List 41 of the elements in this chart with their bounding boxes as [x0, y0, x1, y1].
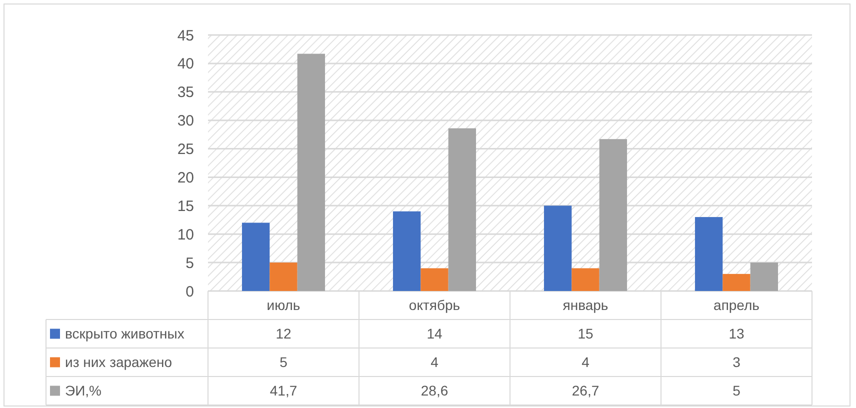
- bar: [297, 54, 326, 291]
- y-tick-label: 45: [177, 27, 194, 44]
- bar: [544, 206, 572, 291]
- legend-label: ЭИ,%: [65, 382, 102, 399]
- bar: [694, 217, 723, 291]
- bar: [420, 268, 448, 291]
- data-label: 5: [280, 354, 288, 370]
- y-tick-label: 0: [186, 283, 194, 300]
- bar: [599, 139, 628, 291]
- data-label: 41,7: [270, 382, 298, 399]
- x-tick-label: июль: [266, 297, 300, 314]
- data-label: 28,6: [420, 382, 448, 399]
- data-label: 5: [732, 382, 741, 399]
- x-tick-label: январь: [562, 297, 608, 314]
- data-label: 4: [582, 354, 590, 370]
- legend-label: из них заражено: [65, 354, 172, 370]
- bar: [750, 262, 778, 291]
- y-tick-label: 35: [177, 84, 194, 102]
- legend-label: вскрыто животных: [65, 326, 184, 342]
- bar: [242, 222, 270, 291]
- y-tick-label: 5: [186, 254, 194, 272]
- data-label: 26,7: [572, 382, 600, 399]
- data-label: 14: [426, 326, 442, 342]
- x-tick-label: октябрь: [408, 297, 460, 314]
- y-tick-label: 20: [177, 169, 194, 186]
- data-label: 15: [578, 326, 594, 342]
- bar: [722, 274, 750, 291]
- y-tick-label: 25: [177, 141, 194, 158]
- y-tick-label: 30: [177, 112, 194, 130]
- y-tick-label: 15: [177, 198, 194, 215]
- bar: [448, 128, 476, 291]
- y-tick-label: 40: [177, 56, 194, 73]
- data-label: 12: [276, 326, 292, 342]
- bar: [392, 211, 421, 291]
- data-label: 4: [430, 354, 439, 370]
- data-label: 3: [732, 354, 741, 370]
- x-tick-label: апрель: [714, 297, 760, 314]
- bar: [572, 268, 600, 291]
- bar: [270, 262, 298, 291]
- data-label: 13: [728, 326, 744, 342]
- y-tick-label: 10: [177, 226, 194, 244]
